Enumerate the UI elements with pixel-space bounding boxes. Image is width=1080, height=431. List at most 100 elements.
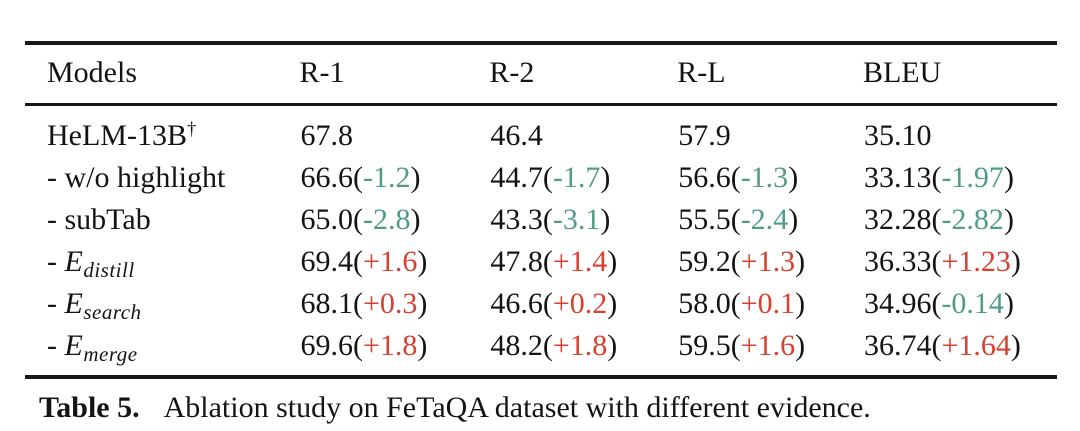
caption-label: Table 5. [39, 391, 140, 424]
delta-close-paren: ) [1010, 329, 1021, 362]
metric-delta: -2.4 [740, 203, 789, 236]
metric-cell: 32.28(-2.82) [863, 199, 1057, 241]
metric-delta: -1.7 [552, 161, 601, 194]
column-header-models: Models [25, 43, 300, 106]
metric-delta: +0.1 [740, 287, 796, 320]
metric-cell: 69.4(+1.6) [300, 241, 490, 283]
delta-close-paren: ) [607, 287, 618, 320]
delta-close-paren: ) [607, 245, 618, 278]
metric-cell: 65.0(-2.8) [300, 199, 490, 241]
metric-value: 56.6 [678, 161, 731, 194]
table-header: Models R-1 R-2 R-L BLEU [25, 43, 1057, 106]
delta-close-paren: ) [1010, 245, 1021, 278]
delta-open-paren: ( [730, 161, 741, 194]
metric-cell: 47.8(+1.4) [489, 241, 677, 283]
delta-open-paren: ( [542, 203, 553, 236]
delta-open-paren: ( [931, 287, 942, 320]
metric-cell: 67.8 [300, 105, 490, 158]
metric-value: 36.74 [863, 329, 932, 362]
metric-delta: +0.3 [363, 287, 418, 320]
metric-value: 48.2 [490, 329, 543, 362]
metric-delta: +1.6 [363, 245, 418, 278]
metric-value: 34.96 [863, 287, 932, 320]
metric-value: 55.5 [678, 203, 731, 236]
delta-close-paren: ) [788, 161, 799, 194]
metric-cell: 44.7(-1.7) [489, 157, 677, 199]
model-cell: - Esearch [25, 283, 300, 325]
metric-cell: 48.2(+1.8) [489, 325, 677, 377]
metric-value: 69.4 [300, 245, 354, 278]
model-cell: - Edistill [25, 241, 300, 283]
ablation-table: Models R-1 R-2 R-L BLEU HeLM-13B† 67.8 4… [25, 41, 1057, 379]
delta-open-paren: ( [542, 329, 553, 362]
metric-delta: -3.1 [552, 203, 601, 236]
column-header-bleu: BLEU [862, 43, 1057, 106]
table-row: - Edistill 69.4(+1.6) 47.8(+1.4) 59.2(+1… [25, 241, 1057, 283]
delta-open-paren: ( [353, 203, 363, 236]
model-name: HeLM-13B [47, 119, 187, 152]
metric-delta: +1.23 [941, 245, 1011, 278]
metric-delta: -2.82 [941, 203, 1004, 236]
metric-value: 32.28 [863, 203, 932, 236]
delta-open-paren: ( [730, 245, 741, 278]
metric-delta: +1.6 [740, 329, 796, 362]
metric-value: 59.5 [678, 329, 731, 362]
metric-delta: -2.8 [363, 203, 411, 236]
metric-cell: 59.2(+1.3) [677, 241, 863, 283]
delta-close-paren: ) [600, 161, 611, 194]
delta-open-paren: ( [931, 203, 942, 236]
metric-delta: -1.2 [363, 161, 411, 194]
metric-cell: 33.13(-1.97) [863, 157, 1057, 199]
model-dash: - [47, 287, 65, 320]
delta-close-paren: ) [417, 287, 428, 320]
model-cell: - subTab [25, 199, 300, 241]
delta-close-paren: ) [1003, 161, 1014, 194]
table-body: HeLM-13B† 67.8 46.4 57.9 35.10 - w/o hig… [25, 105, 1057, 378]
metric-value: 59.2 [678, 245, 731, 278]
delta-open-paren: ( [542, 161, 553, 194]
delta-close-paren: ) [417, 329, 428, 362]
delta-open-paren: ( [730, 203, 741, 236]
metric-value: 44.7 [490, 161, 543, 194]
model-subscript: merge [83, 341, 138, 366]
delta-close-paren: ) [795, 329, 806, 362]
delta-close-paren: ) [1003, 203, 1014, 236]
delta-open-paren: ( [353, 161, 363, 194]
delta-open-paren: ( [730, 287, 741, 320]
model-name: - w/o highlight [47, 161, 226, 194]
metric-value: 57.9 [678, 119, 731, 152]
metric-cell: 43.3(-3.1) [489, 199, 677, 241]
model-symbol: E [64, 287, 84, 320]
delta-open-paren: ( [353, 245, 363, 278]
delta-open-paren: ( [931, 161, 942, 194]
caption-text: Ablation study on FeTaQA dataset with di… [163, 391, 871, 424]
model-dash: - [47, 245, 65, 278]
model-dash: - [47, 329, 65, 362]
table-row: - Emerge 69.6(+1.8) 48.2(+1.8) 59.5(+1.6… [25, 325, 1057, 377]
metric-value: 43.3 [490, 203, 543, 236]
metric-value: 35.10 [863, 119, 932, 152]
column-header-r2: R-2 [489, 43, 678, 106]
delta-close-paren: ) [795, 287, 806, 320]
delta-open-paren: ( [353, 329, 363, 362]
metric-cell: 68.1(+0.3) [300, 283, 490, 325]
delta-open-paren: ( [931, 245, 942, 278]
metric-cell: 46.6(+0.2) [489, 283, 677, 325]
metric-value: 68.1 [300, 287, 354, 320]
metric-value: 65.0 [300, 203, 354, 236]
metric-cell: 58.0(+0.1) [677, 283, 863, 325]
metric-delta: +1.8 [363, 329, 418, 362]
delta-open-paren: ( [730, 329, 741, 362]
metric-delta: +1.3 [740, 245, 796, 278]
model-cell: HeLM-13B† [25, 105, 300, 158]
model-subscript: distill [83, 257, 135, 282]
delta-close-paren: ) [788, 203, 799, 236]
delta-close-paren: ) [410, 203, 421, 236]
metric-cell: 36.33(+1.23) [863, 241, 1057, 283]
metric-value: 67.8 [300, 119, 354, 152]
delta-open-paren: ( [353, 287, 363, 320]
table-row: - Esearch 68.1(+0.3) 46.6(+0.2) 58.0(+0.… [25, 283, 1057, 325]
metric-cell: 59.5(+1.6) [677, 325, 863, 377]
model-cell: - w/o highlight [25, 157, 300, 199]
metric-delta: +1.4 [552, 245, 608, 278]
